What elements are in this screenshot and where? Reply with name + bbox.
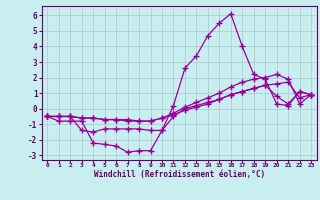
X-axis label: Windchill (Refroidissement éolien,°C): Windchill (Refroidissement éolien,°C)	[94, 170, 265, 179]
